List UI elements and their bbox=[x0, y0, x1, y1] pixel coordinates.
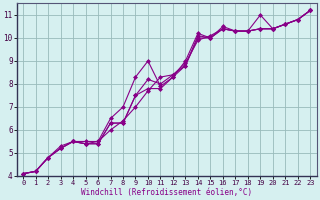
X-axis label: Windchill (Refroidissement éolien,°C): Windchill (Refroidissement éolien,°C) bbox=[81, 188, 252, 197]
